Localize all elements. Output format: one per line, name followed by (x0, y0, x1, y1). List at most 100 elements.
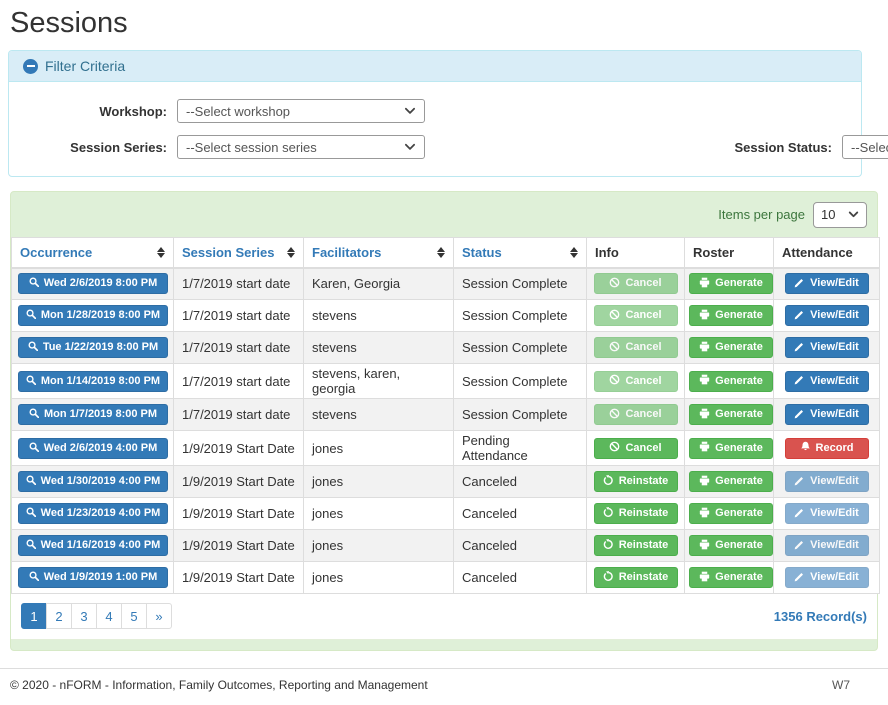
session-series-select[interactable]: --Select session series (177, 135, 425, 159)
workshop-label: Workshop: (9, 104, 177, 119)
pencil-icon (794, 341, 805, 355)
button-label: Wed 2/6/2019 4:00 PM (44, 443, 158, 454)
occurrence-cell: Wed 1/30/2019 4:00 PM (12, 466, 174, 498)
column-header-occurrence[interactable]: Occurrence (12, 238, 174, 268)
record-count: 1356 Record(s) (774, 609, 867, 624)
occurrence-button[interactable]: Wed 1/16/2019 4:00 PM (18, 535, 168, 556)
facilitators-cell: jones (304, 562, 454, 594)
occurrence-button[interactable]: Wed 2/6/2019 8:00 PM (18, 273, 168, 294)
button-label: Reinstate (619, 476, 669, 487)
button-label: Wed 1/30/2019 4:00 PM (41, 476, 161, 487)
generate-button[interactable]: Generate (689, 305, 773, 326)
page-button-4[interactable]: 4 (96, 603, 122, 629)
generate-button[interactable]: Generate (689, 273, 773, 294)
view-edit-button[interactable]: View/Edit (785, 273, 869, 294)
session-status-select[interactable]: --Select session status (842, 135, 888, 159)
generate-button[interactable]: Generate (689, 404, 773, 425)
filter-criteria-header[interactable]: Filter Criteria (9, 51, 861, 82)
search-icon (29, 571, 39, 584)
generate-button[interactable]: Generate (689, 438, 773, 459)
pencil-icon (794, 277, 805, 291)
view-edit-button[interactable]: View/Edit (785, 337, 869, 358)
session-row: Wed 2/6/2019 4:00 PM1/9/2019 Start Datej… (12, 431, 880, 466)
occurrence-button[interactable]: Wed 2/6/2019 4:00 PM (18, 438, 168, 459)
occurrence-button[interactable]: Wed 1/9/2019 1:00 PM (18, 567, 168, 588)
generate-button[interactable]: Generate (689, 535, 773, 556)
view-edit-button[interactable]: View/Edit (785, 371, 869, 392)
series-cell: 1/7/2019 start date (174, 364, 304, 399)
search-icon (26, 475, 36, 488)
pencil-icon (794, 507, 805, 521)
column-header-facilitators[interactable]: Facilitators (304, 238, 454, 268)
occurrence-cell: Mon 1/14/2019 8:00 PM (12, 364, 174, 399)
button-label: Cancel (625, 443, 661, 454)
button-label: Generate (715, 310, 763, 321)
reinstate-button[interactable]: Reinstate (594, 471, 678, 492)
status-cell: Canceled (454, 498, 587, 530)
cancel-button: Cancel (594, 404, 678, 425)
reinstate-button[interactable]: Reinstate (594, 535, 678, 556)
search-icon (26, 539, 36, 552)
page-button-1[interactable]: 1 (21, 603, 47, 629)
series-cell: 1/9/2019 Start Date (174, 530, 304, 562)
session-table-body: Wed 2/6/2019 8:00 PM 1/7/2019 start date K… (12, 268, 880, 594)
occurrence-button[interactable]: Wed 1/30/2019 4:00 PM (18, 471, 168, 492)
button-label: Generate (715, 540, 763, 551)
column-header-status[interactable]: Status (454, 238, 587, 268)
session-row: Mon 1/14/2019 8:00 PM 1/7/2019 start date… (12, 364, 880, 399)
occurrence-button[interactable]: Tue 1/22/2019 8:00 PM (18, 337, 168, 358)
search-icon (26, 309, 36, 322)
session-row: Mon 1/7/2019 8:00 PM1/7/2019 start dates… (12, 399, 880, 431)
printer-icon (699, 374, 710, 388)
page-button-3[interactable]: 3 (71, 603, 97, 629)
button-label: Mon 1/14/2019 8:00 PM (41, 376, 160, 387)
generate-button[interactable]: Generate (689, 471, 773, 492)
facilitators-cell: jones (304, 498, 454, 530)
cancel-button[interactable]: Cancel (594, 438, 678, 459)
series-cell: 1/9/2019 Start Date (174, 431, 304, 466)
items-per-page-select[interactable]: 10 (813, 202, 867, 228)
button-label: View/Edit (810, 476, 859, 487)
workshop-select[interactable]: --Select workshop (177, 99, 425, 123)
generate-button[interactable]: Generate (689, 371, 773, 392)
facilitators-cell: stevens, karen, georgia (304, 364, 454, 399)
status-cell: Session Complete (454, 399, 587, 431)
attendance-cell: View/Edit (774, 530, 880, 562)
search-icon (29, 442, 39, 455)
reinstate-button[interactable]: Reinstate (594, 503, 678, 524)
occurrence-button[interactable]: Mon 1/7/2019 8:00 PM (18, 404, 168, 425)
column-header-roster: Roster (685, 238, 774, 268)
view-edit-button[interactable]: View/Edit (785, 404, 869, 425)
printer-icon (699, 475, 710, 489)
pencil-icon (794, 309, 805, 323)
generate-button[interactable]: Generate (689, 503, 773, 524)
roster-cell: Generate (685, 364, 774, 399)
sessions-table: Occurrence Session Series Facilitators S… (11, 237, 880, 594)
pencil-icon (794, 374, 805, 388)
occurrence-button[interactable]: Mon 1/28/2019 8:00 PM (18, 305, 168, 326)
session-series-select-value: --Select session series (186, 140, 317, 155)
record-button[interactable]: Record (785, 438, 869, 459)
page-button-2[interactable]: 2 (46, 603, 72, 629)
occurrence-button[interactable]: Wed 1/23/2019 4:00 PM (18, 503, 168, 524)
facilitators-cell: stevens (304, 399, 454, 431)
button-label: Mon 1/7/2019 8:00 PM (44, 409, 157, 420)
occurrence-cell: Wed 1/9/2019 1:00 PM (12, 562, 174, 594)
next-page-button[interactable]: » (146, 603, 172, 629)
button-label: Generate (715, 278, 763, 289)
cancel-button: Cancel (594, 337, 678, 358)
occurrence-button[interactable]: Mon 1/14/2019 8:00 PM (18, 371, 168, 392)
column-header-session-series[interactable]: Session Series (174, 238, 304, 268)
view-edit-button[interactable]: View/Edit (785, 305, 869, 326)
reinstate-button[interactable]: Reinstate (594, 567, 678, 588)
button-label: Wed 2/6/2019 8:00 PM (44, 278, 158, 289)
facilitators-cell: jones (304, 466, 454, 498)
bell-icon (800, 441, 811, 455)
facilitators-cell: Karen, Georgia (304, 268, 454, 300)
button-label: Cancel (625, 278, 661, 289)
page-button-5[interactable]: 5 (121, 603, 147, 629)
generate-button[interactable]: Generate (689, 337, 773, 358)
generate-button[interactable]: Generate (689, 567, 773, 588)
facilitators-cell: jones (304, 530, 454, 562)
filter-criteria-body: Workshop: --Select workshop Session Seri… (9, 82, 861, 176)
